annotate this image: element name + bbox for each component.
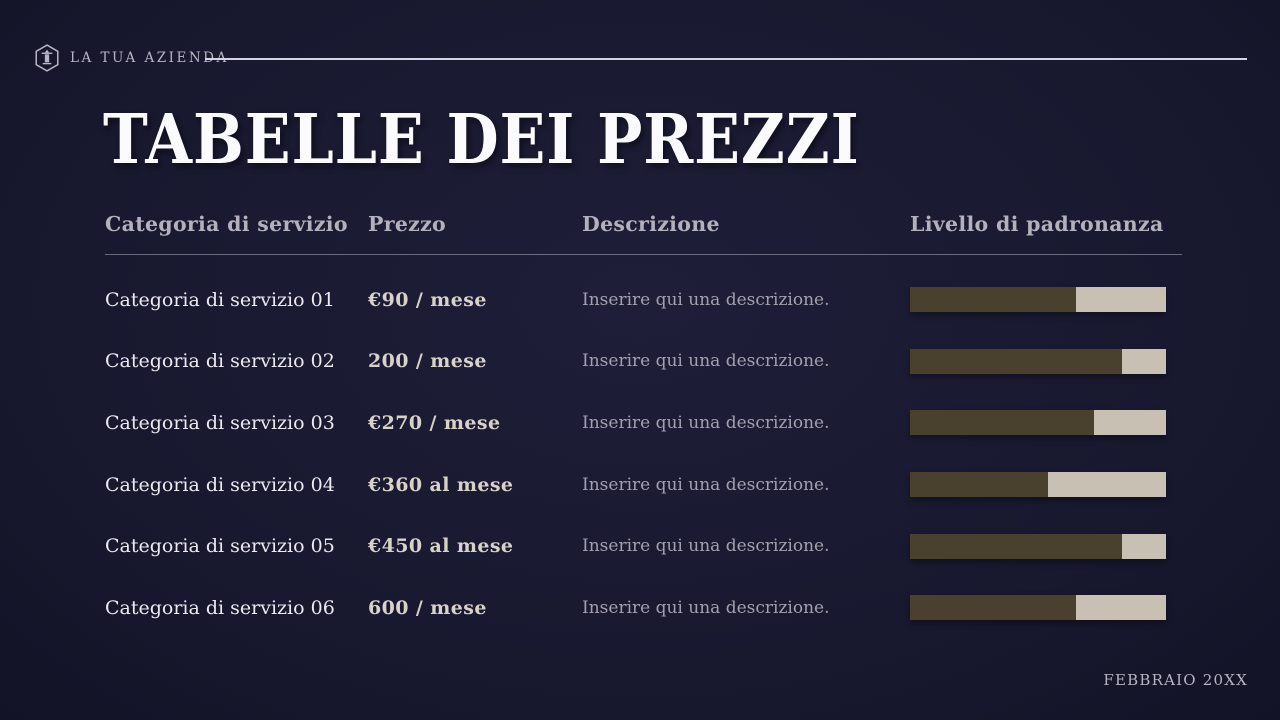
column-header-mastery: Livello di padronanza bbox=[910, 212, 1164, 236]
mastery-cell bbox=[910, 287, 1182, 313]
pricing-table: Categoria di servizio Prezzo Descrizione… bbox=[105, 212, 1182, 639]
table-row: Categoria di servizio 01 €90 / mese Inse… bbox=[105, 269, 1182, 331]
price-cell: €450 al mese bbox=[368, 535, 514, 558]
brand-name: LA TUA AZIENDA bbox=[70, 50, 229, 66]
mastery-bar-fill bbox=[910, 287, 1077, 313]
footer-date: FEBBRAIO 20XX bbox=[1103, 671, 1248, 689]
table-row: Categoria di servizio 04 €360 al mese In… bbox=[105, 454, 1182, 516]
mastery-bar-fill bbox=[910, 595, 1077, 621]
description-cell: Inserire qui una descrizione. bbox=[582, 474, 830, 495]
mastery-cell bbox=[910, 533, 1182, 559]
price-cell: €270 / mese bbox=[368, 411, 501, 434]
category-cell: Categoria di servizio 02 bbox=[105, 350, 335, 373]
mastery-bar-track bbox=[910, 472, 1166, 498]
column-header-description: Descrizione bbox=[582, 212, 720, 236]
brand-header: LA TUA AZIENDA bbox=[34, 44, 229, 72]
hexagon-column-icon bbox=[34, 44, 60, 72]
table-body: Categoria di servizio 01 €90 / mese Inse… bbox=[105, 269, 1182, 639]
mastery-cell bbox=[910, 595, 1182, 621]
price-cell: €360 al mese bbox=[368, 473, 514, 496]
description-cell: Inserire qui una descrizione. bbox=[582, 351, 830, 372]
category-cell: Categoria di servizio 06 bbox=[105, 596, 335, 619]
page-title: TABELLE DEI PREZZI bbox=[103, 100, 860, 180]
mastery-bar-fill bbox=[910, 472, 1049, 498]
table-row: Categoria di servizio 05 €450 al mese In… bbox=[105, 515, 1182, 577]
column-header-price: Prezzo bbox=[368, 212, 447, 236]
category-cell: Categoria di servizio 04 bbox=[105, 473, 335, 496]
price-cell: €90 / mese bbox=[368, 288, 487, 311]
mastery-cell bbox=[910, 472, 1182, 498]
category-cell: Categoria di servizio 01 bbox=[105, 288, 335, 311]
table-row: Categoria di servizio 06 600 / mese Inse… bbox=[105, 577, 1182, 639]
mastery-bar-fill bbox=[910, 533, 1123, 559]
category-cell: Categoria di servizio 03 bbox=[105, 411, 335, 434]
description-cell: Inserire qui una descrizione. bbox=[582, 597, 830, 618]
mastery-cell bbox=[910, 410, 1182, 436]
mastery-bar-fill bbox=[910, 410, 1095, 436]
header-divider-line bbox=[205, 58, 1247, 60]
table-header-row: Categoria di servizio Prezzo Descrizione… bbox=[105, 212, 1182, 236]
mastery-bar-track bbox=[910, 287, 1166, 313]
description-cell: Inserire qui una descrizione. bbox=[582, 412, 830, 433]
description-cell: Inserire qui una descrizione. bbox=[582, 536, 830, 557]
table-header-divider bbox=[105, 254, 1182, 255]
price-cell: 200 / mese bbox=[368, 350, 487, 373]
column-header-category: Categoria di servizio bbox=[105, 212, 348, 236]
description-cell: Inserire qui una descrizione. bbox=[582, 289, 830, 310]
mastery-bar-track bbox=[910, 410, 1166, 436]
table-row: Categoria di servizio 03 €270 / mese Ins… bbox=[105, 392, 1182, 454]
category-cell: Categoria di servizio 05 bbox=[105, 535, 335, 558]
price-cell: 600 / mese bbox=[368, 596, 487, 619]
mastery-bar-track bbox=[910, 595, 1166, 621]
table-row: Categoria di servizio 02 200 / mese Inse… bbox=[105, 331, 1182, 393]
mastery-bar-fill bbox=[910, 348, 1123, 374]
mastery-cell bbox=[910, 348, 1182, 374]
mastery-bar-track bbox=[910, 348, 1166, 374]
mastery-bar-track bbox=[910, 533, 1166, 559]
